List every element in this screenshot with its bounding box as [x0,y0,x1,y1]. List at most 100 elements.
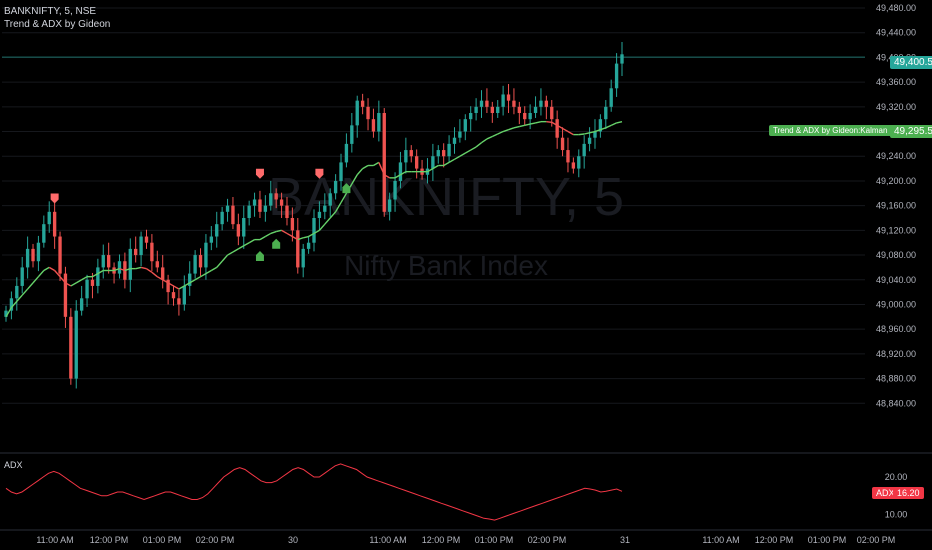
candle-body [134,248,138,256]
candle-body [474,106,478,113]
candle-body [231,205,235,225]
candle-body [517,106,522,113]
watermark-name: Nifty Bank Index [344,250,548,281]
candle-body [236,224,241,237]
adx-badge-value: 16.20 [893,487,924,499]
kalman-segment [508,127,515,131]
candle-body [96,267,100,286]
kalman-segment [303,235,309,239]
buy-signal-marker [272,238,281,249]
y-tick-label: 48,960.00 [876,324,916,334]
kalman-segment [562,127,569,133]
kalman-segment [70,282,77,287]
kalman-segment [286,232,293,238]
kalman-segment [265,232,272,238]
candle-body [506,94,511,101]
kalman-segment [427,167,434,173]
candle-body [182,285,186,305]
candle-body [220,211,224,225]
candle-body [587,137,592,144]
sell-signal-marker [50,193,59,204]
candle-body [323,205,327,212]
kalman-line [5,120,623,318]
candle-body [79,298,84,311]
candle-body [436,150,440,157]
y-tick-label: 49,320.00 [876,102,916,112]
kalman-segment [183,282,191,287]
candle-body [355,100,359,126]
kalman-segment [65,282,72,287]
candle-body [225,205,230,212]
kalman-segment [551,121,558,126]
adx-pane-label[interactable]: ADX [4,460,23,470]
x-tick-label: 11:00 AM [369,535,406,545]
candle-body [604,106,608,120]
y-tick-label: 49,000.00 [876,299,916,309]
candle-body [431,156,435,169]
candle-body [371,119,376,132]
kalman-segment [546,120,552,123]
kalman-segment [308,232,315,238]
x-tick-label: 01:00 PM [475,535,514,545]
kalman-segment [16,294,23,302]
kalman-segment [373,161,380,167]
candle-body [571,162,576,169]
kalman-segment [378,162,385,176]
sell-signal-marker [315,168,324,179]
candle-body [274,193,278,200]
x-tick-label: 02:00 PM [196,535,235,545]
candle-body [620,54,624,64]
y-tick-label: 49,440.00 [876,28,916,38]
buy-signal-marker [342,183,351,194]
candle-body [74,310,78,379]
candle-body [339,162,343,181]
kalman-segment [238,245,245,250]
candle-body [258,199,262,212]
candle-body [593,131,597,138]
candle-body [577,156,581,169]
kalman-segment [324,217,331,225]
kalman-segment [32,276,39,284]
candle-body [539,100,543,107]
kalman-segment [318,223,326,231]
kalman-segment [210,266,218,272]
candle-body [317,211,322,218]
kalman-segment [276,229,282,233]
indicator-title[interactable]: Trend & ADX by Gideon [4,19,111,30]
kalman-segment [394,174,401,179]
candle-body [301,248,305,268]
candle-body [382,113,386,212]
candle-body [387,199,392,212]
sell-signal-marker [255,168,264,179]
candle-body [247,205,251,218]
kalman-segment [594,129,601,133]
candle-body [452,137,457,144]
time-axis: 11:00 AM 12:00 PM 01:00 PM 02:00 PM 30 11:00 … [0,529,932,545]
y-tick-label: 49,240.00 [876,151,916,161]
candle-body [485,100,489,107]
candle-body [242,218,246,237]
last-price-tag: 49,400.50 [890,56,932,69]
y-tick-label: 49,040.00 [876,275,916,285]
candle-body [377,113,381,132]
kalman-segment [54,270,61,278]
kalman-segment [351,174,358,185]
candle-body [598,119,603,132]
candle-body [42,224,46,243]
candle-body [90,279,95,286]
y-tick-label: 49,080.00 [876,250,916,260]
kalman-segment [589,130,596,134]
candle-body [550,106,554,120]
candle-body [106,255,111,268]
candle-body [306,242,311,249]
candle-body [609,88,613,107]
adx-pane: 20.00 10.00 [0,452,932,521]
candle-body [101,255,105,268]
kalman-segment [502,129,509,133]
kalman-label-tag: Trend & ADX by Gideon:Kalman Filter [769,125,912,136]
symbol-title[interactable]: BANKNIFTY, 5, NSE [4,6,97,17]
candle-body [360,100,365,107]
signal-markers [50,168,351,262]
kalman-segment [97,269,104,275]
